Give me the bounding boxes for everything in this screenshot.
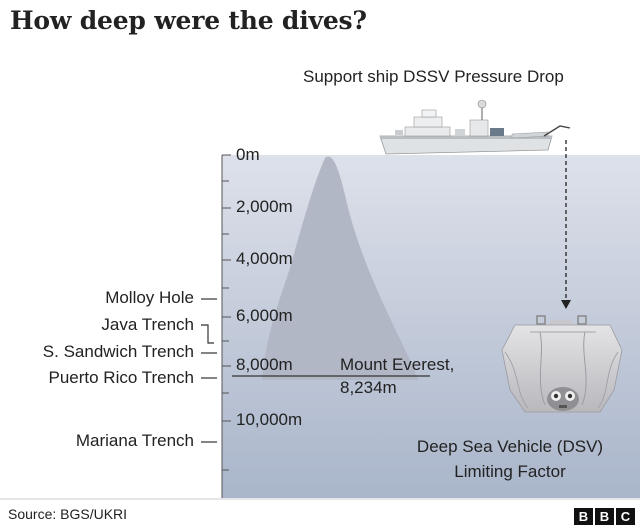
- depth-tick-label: 4,000m: [236, 249, 293, 268]
- bbc-logo-letter: B: [574, 508, 593, 525]
- mountain-icon: [262, 156, 418, 380]
- everest-label-name: Mount Everest,: [340, 355, 455, 374]
- trench-label: Puerto Rico Trench: [48, 368, 194, 387]
- dsv-label: Deep Sea Vehicle (DSV) Limiting Factor: [395, 434, 625, 484]
- trench-leaders: [201, 298, 217, 443]
- page-title: How deep were the dives?: [10, 6, 367, 35]
- trench-label: S. Sandwich Trench: [42, 342, 194, 361]
- everest-label-height: 8,234m: [340, 378, 397, 397]
- depth-tick-label: 10,000m: [236, 410, 303, 429]
- everest-label: Mount Everest, 8,234m: [340, 353, 454, 399]
- depth-tick-label: 6,000m: [236, 306, 293, 325]
- ship-label: Support ship DSSV Pressure Drop: [303, 67, 564, 86]
- bbc-logo-letter: B: [595, 508, 614, 525]
- source-note: Source: BGS/UKRI: [8, 506, 128, 522]
- tether-arrow-icon: [561, 300, 571, 309]
- ship-icon: [379, 99, 571, 155]
- depth-tick-label: 8,000m: [236, 355, 293, 374]
- dsv-label-line1: Deep Sea Vehicle (DSV): [416, 437, 604, 456]
- dsv-label-line2: Limiting Factor: [454, 462, 566, 481]
- submersible-icon: [501, 315, 623, 413]
- bbc-logo-letter: C: [616, 508, 635, 525]
- depth-tick-label: 0m: [236, 145, 260, 164]
- trench-label: Java Trench: [101, 315, 194, 334]
- depth-axis: [221, 154, 231, 498]
- depth-tick-label: 2,000m: [236, 197, 293, 216]
- trench-label: Mariana Trench: [75, 431, 194, 450]
- trench-label: Molloy Hole: [105, 288, 194, 307]
- bbc-logo: B B C: [574, 508, 635, 525]
